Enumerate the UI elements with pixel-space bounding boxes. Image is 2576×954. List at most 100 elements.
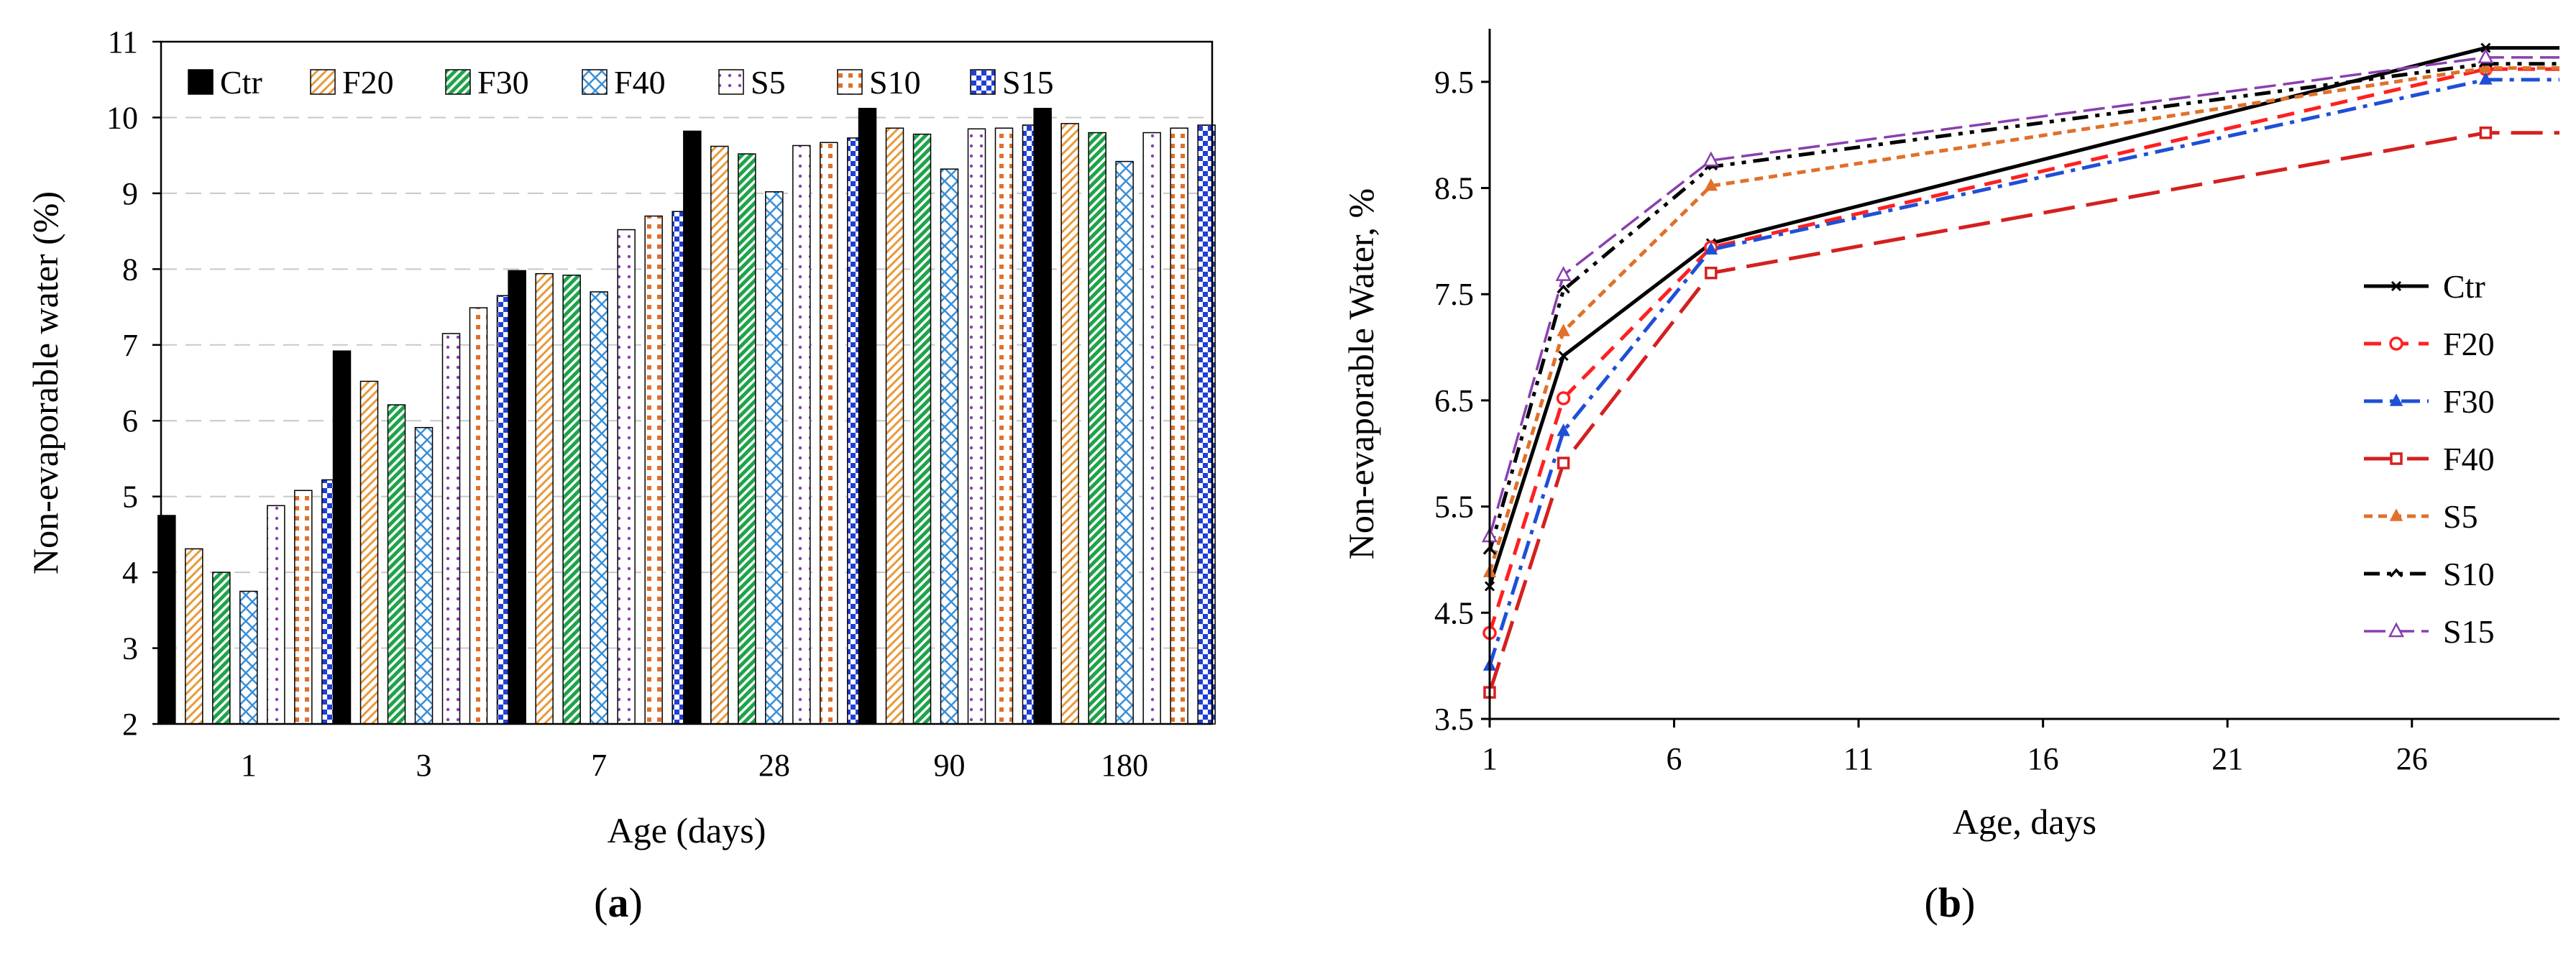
y-tick-label: 2 bbox=[122, 707, 138, 742]
legend-label-s5: S5 bbox=[751, 64, 786, 101]
bar-f40-day-7 bbox=[590, 291, 608, 725]
bar-f40-day-90 bbox=[940, 168, 959, 725]
x-tick-label: 1 bbox=[241, 748, 257, 783]
bar-s10-day-90 bbox=[994, 127, 1014, 725]
bar-ctr-day-90 bbox=[858, 108, 877, 725]
x-tick-label: 7 bbox=[591, 748, 607, 783]
bar-f30-day-7 bbox=[562, 275, 581, 725]
bar-ctr-day-180 bbox=[1033, 108, 1052, 725]
x-axis-title: Age (days) bbox=[608, 810, 766, 850]
plot-frame bbox=[160, 40, 1214, 725]
bar-f40-day-3 bbox=[414, 426, 434, 725]
legend-swatch-s10 bbox=[837, 69, 863, 95]
marker-f40 bbox=[1557, 457, 1570, 469]
marker-s5 bbox=[2479, 60, 2493, 73]
x-tick-label: 11 bbox=[1843, 741, 1874, 776]
legend-label-ctr: Ctr bbox=[2443, 268, 2485, 305]
bar-s5-day-1 bbox=[267, 505, 285, 725]
bar-f20-day-28 bbox=[710, 145, 729, 725]
bar-ctr-day-3 bbox=[332, 350, 352, 725]
bar-f30-day-180 bbox=[1088, 132, 1106, 725]
series-line-s10 bbox=[1488, 62, 2559, 552]
x-tick-label: 21 bbox=[2211, 741, 2243, 776]
bar-s5-day-3 bbox=[441, 333, 461, 725]
legend-label-f40: F40 bbox=[614, 64, 666, 101]
y-tick-label: 6.5 bbox=[1434, 383, 1474, 418]
y-tick-label: 9.5 bbox=[1434, 65, 1474, 100]
bar-f40-day-28 bbox=[765, 191, 784, 725]
bar-f20-day-3 bbox=[359, 380, 379, 725]
legend-swatch-ctr bbox=[188, 69, 214, 95]
x-tick-label: 28 bbox=[758, 748, 790, 783]
y-tick-label: 6 bbox=[122, 403, 138, 439]
marker-f40 bbox=[2390, 452, 2403, 465]
x-tick-label: 3 bbox=[416, 748, 432, 783]
bar-f20-day-1 bbox=[185, 548, 203, 725]
legend-label-f20: F20 bbox=[2443, 326, 2495, 362]
marker-s15 bbox=[1555, 265, 1572, 281]
bar-f20-day-90 bbox=[885, 127, 904, 725]
y-tick-label: 4.5 bbox=[1434, 595, 1474, 630]
y-tick-label: 8 bbox=[122, 252, 138, 287]
bar-s10-day-180 bbox=[1170, 127, 1188, 725]
bar-s5-day-180 bbox=[1142, 132, 1161, 725]
series-line-s15 bbox=[1488, 56, 2559, 537]
marker-s10 bbox=[1557, 284, 1570, 294]
y-axis-title: Non-evaporable water (%) bbox=[25, 191, 65, 574]
legend-label-f40: F40 bbox=[2443, 441, 2495, 477]
legend-swatch-f20 bbox=[310, 69, 336, 95]
legend-swatch-f30 bbox=[445, 69, 471, 95]
marker-ctr bbox=[2391, 280, 2402, 292]
bar-f40-day-180 bbox=[1115, 160, 1134, 725]
marker-s15 bbox=[1702, 151, 1719, 167]
legend-label-f20: F20 bbox=[342, 64, 394, 101]
y-tick-label: 8.5 bbox=[1434, 171, 1474, 206]
legend-label-s5: S5 bbox=[2443, 498, 2478, 535]
legend-swatch-f40 bbox=[582, 69, 608, 95]
panel-label-b: (b) bbox=[1925, 879, 1976, 926]
y-tick-label: 5.5 bbox=[1434, 490, 1474, 525]
x-tick-label: 6 bbox=[1667, 741, 1682, 776]
bar-f20-day-180 bbox=[1060, 123, 1079, 725]
marker-f30 bbox=[1704, 242, 1718, 254]
x-axis-title: Age, days bbox=[1953, 802, 2096, 842]
y-tick-label: 7 bbox=[122, 328, 138, 363]
bar-f20-day-7 bbox=[535, 272, 554, 725]
y-tick-label: 3 bbox=[122, 631, 138, 666]
legend-swatch-s15 bbox=[970, 69, 996, 95]
bar-s10-day-3 bbox=[469, 307, 488, 725]
series-line-s5 bbox=[1488, 66, 2559, 573]
legend-swatch-s5 bbox=[718, 69, 744, 95]
legend-label-s10: S10 bbox=[2443, 556, 2495, 592]
marker-s5 bbox=[1704, 178, 1718, 191]
bar-f30-day-1 bbox=[212, 572, 231, 725]
legend: Ctr F20 F30 F40 S5 S10 S15 bbox=[2364, 268, 2495, 650]
y-tick-label: 4 bbox=[122, 555, 138, 590]
series-line-f30 bbox=[1488, 78, 2559, 666]
marker-s10 bbox=[2389, 568, 2403, 578]
bar-s10-day-28 bbox=[820, 142, 838, 725]
series-line-f40 bbox=[1488, 131, 2559, 693]
y-tick-label: 7.5 bbox=[1434, 277, 1474, 312]
y-tick-label: 11 bbox=[108, 24, 138, 60]
legend: Ctr F20 F30 F40 S5 S10 S15 bbox=[188, 64, 1054, 101]
marker-f20 bbox=[2389, 336, 2403, 351]
bar-s5-day-28 bbox=[792, 145, 811, 725]
panel-label-a: (a) bbox=[594, 879, 643, 926]
series-line-ctr bbox=[1488, 46, 2559, 587]
marker-s5 bbox=[2389, 508, 2403, 521]
marker-s15 bbox=[2478, 48, 2494, 64]
marker-s5 bbox=[1557, 324, 1570, 336]
x-tick-label: 26 bbox=[2396, 741, 2428, 776]
marker-f30 bbox=[1557, 423, 1570, 436]
bar-f30-day-3 bbox=[387, 404, 406, 725]
marker-f40 bbox=[2479, 126, 2493, 139]
bar-ctr-day-7 bbox=[508, 270, 526, 725]
legend-label-s15: S15 bbox=[1002, 64, 1054, 101]
y-axis-title: Non-evaporable Water, % bbox=[1341, 188, 1381, 559]
marker-f20 bbox=[1556, 391, 1571, 405]
x-tick-label: 180 bbox=[1101, 748, 1148, 783]
y-tick-label: 10 bbox=[106, 100, 138, 135]
